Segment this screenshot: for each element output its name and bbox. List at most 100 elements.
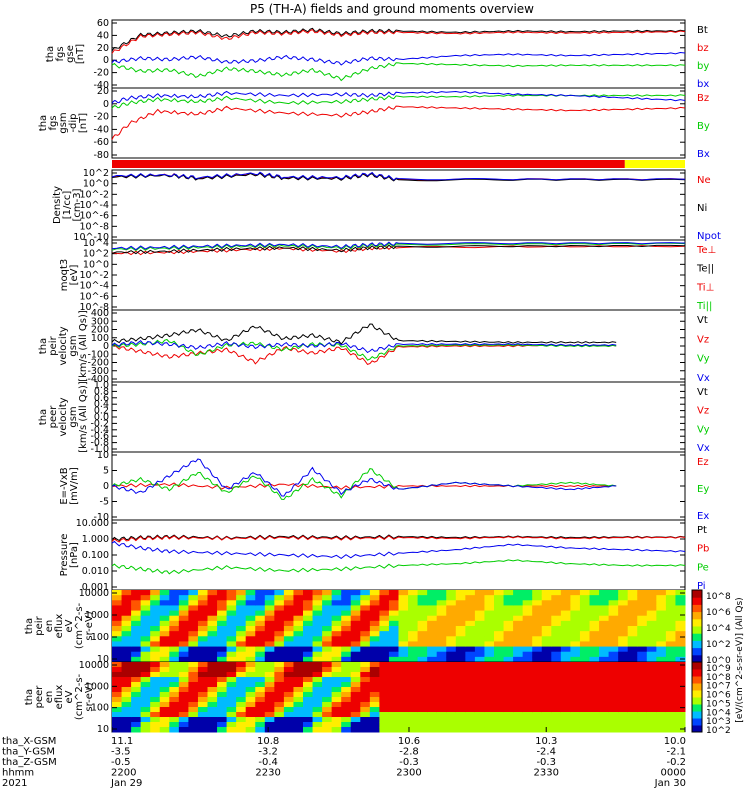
heatmap-cell <box>627 610 638 617</box>
heatmap-cell <box>226 620 237 627</box>
legend-entry: Vy <box>697 424 710 435</box>
heatmap-cell <box>388 687 399 693</box>
heatmap-cell <box>551 590 562 596</box>
heatmap-cell <box>255 727 266 733</box>
heatmap-cell <box>350 712 361 718</box>
heatmap-cell <box>178 636 189 642</box>
heatmap-cell <box>322 615 333 622</box>
heatmap-cell <box>255 662 266 668</box>
heatmap-cell <box>322 677 333 683</box>
heatmap-cell <box>264 672 275 678</box>
legend-entry: Vz <box>697 406 709 417</box>
heatmap-cell <box>331 692 342 698</box>
heatmap-cell <box>303 702 314 708</box>
heatmap-cell <box>474 605 485 612</box>
heatmap-cell <box>408 641 419 648</box>
heatmap-cell <box>293 677 304 683</box>
heatmap-cell <box>522 722 533 728</box>
heatmap-cell <box>245 672 256 678</box>
heatmap-cell <box>398 615 409 622</box>
heatmap-cell <box>446 727 457 733</box>
heatmap-cell <box>388 702 399 708</box>
heatmap-cell <box>589 677 600 683</box>
heatmap-cell <box>322 727 333 733</box>
heatmap-cell <box>369 667 380 673</box>
heatmap-cell <box>436 722 447 728</box>
y-tick-label: 0.100 <box>82 550 109 561</box>
heatmap-cell <box>427 687 438 693</box>
heatmap-cell <box>579 707 590 713</box>
heatmap-cell <box>579 620 590 627</box>
heatmap-cell <box>188 682 199 688</box>
legend-entry: Bt <box>697 25 708 36</box>
y-tick-label: -1.0 <box>90 444 109 455</box>
heatmap-cell <box>264 656 275 663</box>
heatmap-cell <box>236 707 247 713</box>
heatmap-cell <box>579 702 590 708</box>
heatmap-cell <box>283 656 294 663</box>
heatmap-cell <box>207 636 218 642</box>
heatmap-cell <box>236 727 247 733</box>
heatmap-cell <box>379 702 390 708</box>
heatmap-cell <box>169 727 180 733</box>
y-axis-label: fgs <box>55 46 66 61</box>
heatmap-cell <box>255 600 266 606</box>
heatmap-cell <box>217 727 228 733</box>
heatmap-cell <box>570 697 581 703</box>
heatmap-cell <box>646 620 657 627</box>
heatmap-cell <box>474 615 485 622</box>
heatmap-cell <box>178 677 189 683</box>
heatmap-cell <box>656 712 667 718</box>
heatmap-cell <box>589 702 600 708</box>
heatmap-cell <box>369 600 380 606</box>
heatmap-cell <box>150 600 161 606</box>
y-axis-label: Density <box>52 186 63 224</box>
heatmap-cell <box>131 615 142 622</box>
heatmap-cell <box>369 620 380 627</box>
heatmap-cell <box>608 651 619 658</box>
heatmap-cell <box>331 672 342 678</box>
heatmap-cell <box>455 692 466 698</box>
heatmap-cell <box>513 702 524 708</box>
heatmap-cell <box>618 702 629 708</box>
heatmap-cell <box>379 620 390 627</box>
heatmap-cell <box>618 717 629 723</box>
heatmap-cell <box>599 667 610 673</box>
heatmap-cell <box>455 620 466 627</box>
heatmap-cell <box>140 702 151 708</box>
heatmap-cell <box>360 702 371 708</box>
heatmap-cell <box>656 682 667 688</box>
heatmap-cell <box>217 656 228 663</box>
heatmap-cell <box>608 600 619 606</box>
heatmap-cell <box>388 641 399 648</box>
heatmap-cell <box>408 687 419 693</box>
heatmap-cell <box>169 656 180 663</box>
heatmap-cell <box>627 656 638 663</box>
heatmap-cell <box>245 626 256 632</box>
heatmap-cell <box>675 610 686 617</box>
heatmap-cell <box>474 677 485 683</box>
series-line-Npot <box>111 171 686 181</box>
heatmap-cell <box>274 662 285 668</box>
heatmap-cell <box>579 682 590 688</box>
heatmap-cell <box>217 626 228 632</box>
heatmap-cell <box>226 600 237 606</box>
heatmap-cell <box>217 620 228 627</box>
heatmap-cell <box>159 651 170 658</box>
heatmap-cell <box>560 682 571 688</box>
heatmap-cell <box>112 677 123 683</box>
heatmap-cell <box>322 610 333 617</box>
heatmap-cell <box>675 727 686 733</box>
heatmap-cell <box>264 697 275 703</box>
heatmap-cell <box>255 702 266 708</box>
heatmap-cell <box>436 651 447 658</box>
heatmap-cell <box>446 662 457 668</box>
heatmap-cell <box>570 636 581 642</box>
heatmap-cell <box>513 717 524 723</box>
heatmap-cell <box>551 651 562 658</box>
heatmap-cell <box>236 682 247 688</box>
heatmap-cell <box>360 610 371 617</box>
heatmap-cell <box>131 662 142 668</box>
series-line-Ni <box>111 172 686 182</box>
heatmap-cell <box>322 600 333 606</box>
